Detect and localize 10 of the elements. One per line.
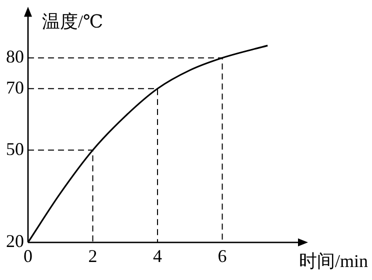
y-axis-title: 温度/℃	[42, 12, 104, 32]
x-tick-label: 0	[24, 246, 32, 266]
y-tick-label: 20	[6, 231, 24, 252]
x-tick-label: 4	[153, 246, 162, 266]
x-tick-label: 2	[88, 246, 98, 266]
y-tick-label: 70	[6, 77, 24, 98]
x-axis-title: 时间/min	[298, 251, 368, 272]
y-tick-label: 80	[6, 46, 24, 67]
x-tick-label: 6	[218, 246, 227, 266]
y-tick-label: 50	[6, 138, 24, 159]
